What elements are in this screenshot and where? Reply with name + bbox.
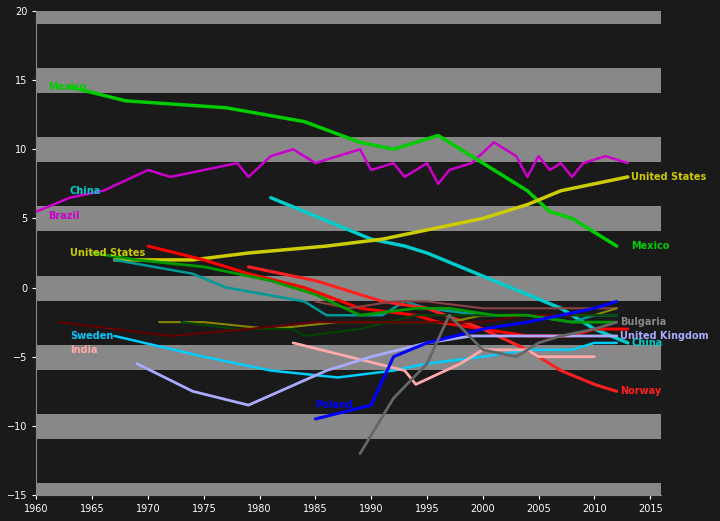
Text: Mexico: Mexico <box>631 241 670 251</box>
Text: Norway: Norway <box>620 386 661 396</box>
Text: United Kingdom: United Kingdom <box>620 331 708 341</box>
Text: China: China <box>70 186 102 196</box>
Text: China: China <box>631 338 662 348</box>
Text: Mexico: Mexico <box>48 82 86 92</box>
Text: United States: United States <box>631 172 706 182</box>
Text: India: India <box>70 345 97 355</box>
Text: Sweden: Sweden <box>70 331 113 341</box>
Text: Brazil: Brazil <box>48 210 79 220</box>
Text: Bulgaria: Bulgaria <box>620 317 666 327</box>
Text: Poland: Poland <box>315 400 354 410</box>
Text: United States: United States <box>70 248 145 258</box>
